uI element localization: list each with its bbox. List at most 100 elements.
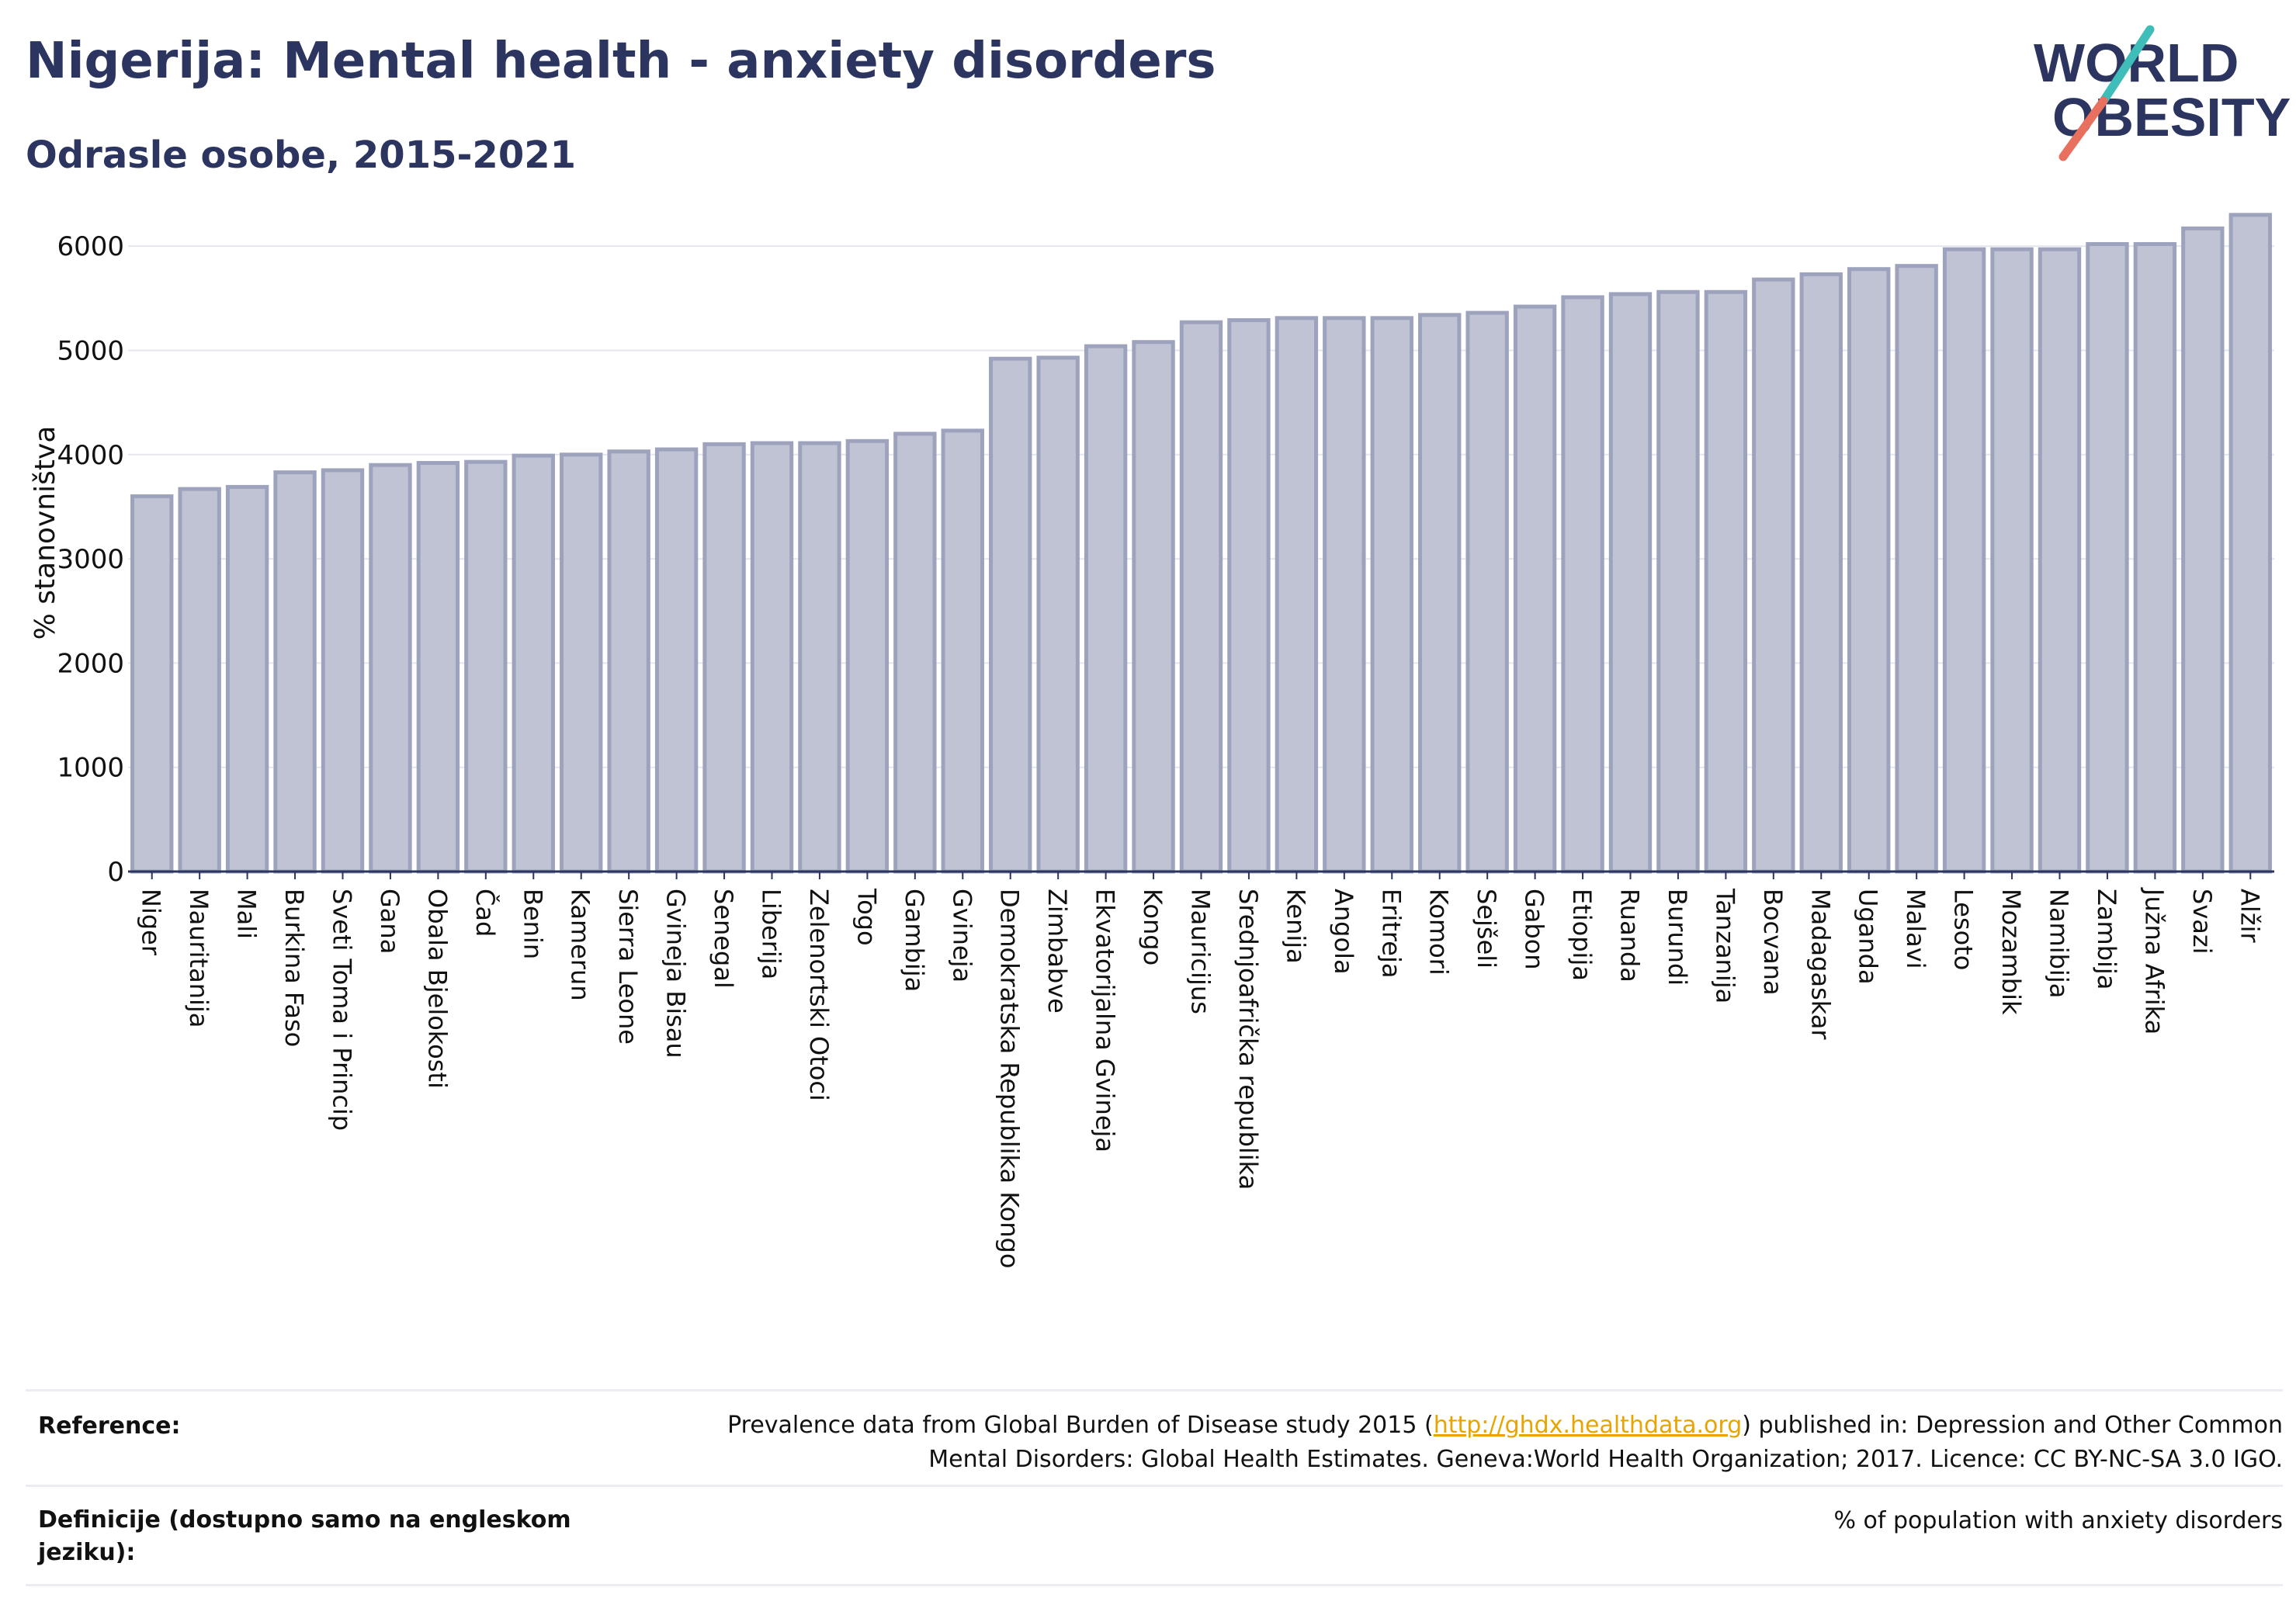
reference-text-after: ) published in: Depression and Other Com… (1742, 1412, 2283, 1439)
bar[interactable] (1513, 304, 1557, 874)
x-tick-label: Burkina Faso (279, 889, 309, 1047)
bar[interactable] (989, 356, 1032, 874)
x-tick-label: Zelenortski Otoci (804, 889, 834, 1101)
bar[interactable] (1608, 292, 1653, 874)
y-tick-label: 4000 (57, 440, 124, 471)
bar[interactable] (1370, 316, 1413, 874)
x-tick-label: Mali (232, 889, 262, 939)
x-tick-label: Srednjoafrička republika (1233, 889, 1263, 1190)
y-tick-label: 1000 (57, 753, 124, 784)
bar[interactable] (321, 468, 365, 874)
definition-row: Definicije (dostupno samo na engleskom j… (26, 1485, 2283, 1586)
bar[interactable] (2133, 241, 2177, 874)
bar[interactable] (1132, 340, 1175, 874)
x-tick-label: Mauritanija (184, 889, 213, 1028)
y-tick-label: 2000 (57, 648, 124, 679)
x-tick-label: Togo (851, 888, 881, 946)
bar[interactable] (1179, 320, 1223, 874)
bar[interactable] (654, 447, 699, 874)
x-tick-label: Južna Afrika (2139, 887, 2169, 1035)
bar[interactable] (1704, 289, 1748, 874)
bar[interactable] (1942, 247, 1986, 874)
y-tick-label: 0 (107, 857, 124, 888)
reference-text-before: Prevalence data from Global Burden of Di… (727, 1412, 1434, 1439)
x-tick-label: Uganda (1854, 889, 1883, 985)
y-tick-label: 6000 (57, 231, 124, 262)
bar[interactable] (1847, 267, 1891, 874)
x-tick-label: Zimbabve (1042, 889, 1072, 1014)
bar[interactable] (607, 449, 650, 874)
bar[interactable] (1084, 344, 1128, 874)
x-tick-label: Gvineja (947, 889, 976, 983)
x-tick-label: Eritreja (1376, 889, 1406, 978)
reference-label: Reference: (38, 1412, 181, 1440)
x-tick-label: Burundi (1663, 889, 1692, 986)
x-tick-label: Benin (518, 889, 547, 959)
logo-slash-bottom (2058, 96, 2108, 161)
bar[interactable] (1227, 318, 1271, 874)
bar[interactable] (512, 453, 555, 874)
definition-label-line1: Definicije (dostupno samo na engleskom (38, 1506, 571, 1534)
x-tick-label: Gambija (900, 889, 929, 992)
x-tick-label: Sierra Leone (613, 889, 643, 1045)
bar[interactable] (2038, 247, 2082, 874)
bar[interactable] (369, 463, 412, 874)
bar[interactable] (1036, 355, 1080, 874)
bar[interactable] (1323, 316, 1366, 874)
bar[interactable] (464, 459, 508, 874)
reference-link[interactable]: http://ghdx.healthdata.org (1433, 1412, 1743, 1439)
x-tick-label: Sveti Toma i Princip (328, 889, 357, 1131)
bar[interactable] (225, 484, 269, 874)
bar[interactable] (130, 494, 174, 874)
x-tick-label: Gvineja Bisau (661, 889, 691, 1059)
x-tick-label: Malavi (1901, 889, 1930, 969)
bar[interactable] (845, 438, 890, 874)
x-tick-label: Demokratska Republika Kongo (995, 889, 1025, 1268)
x-tick-label: Mozambik (1996, 889, 2026, 1015)
definition-label-line2: jeziku): (38, 1539, 136, 1566)
x-tick-label: Gabon (1520, 889, 1549, 970)
x-tick-label: Čad (470, 889, 501, 937)
x-tick-label: Angola (1329, 889, 1358, 975)
bar[interactable] (178, 487, 221, 874)
bar[interactable] (1561, 295, 1604, 874)
chart-subtitle: Odrasle osobe, 2015-2021 (26, 133, 577, 177)
x-tick-label: Kongo (1138, 889, 1167, 965)
bar[interactable] (1275, 316, 1319, 874)
chart-title: Nigerija: Mental health - anxiety disord… (26, 33, 1216, 90)
bar[interactable] (798, 441, 841, 874)
bar[interactable] (416, 461, 460, 874)
x-tick-label: Namibija (2045, 889, 2074, 998)
x-tick-label: Mauricijus (1186, 889, 1216, 1014)
bar[interactable] (1752, 277, 1795, 874)
bar[interactable] (702, 442, 746, 874)
logo-line1: WORLD (2034, 33, 2239, 93)
bar[interactable] (1418, 313, 1462, 874)
bar[interactable] (2181, 226, 2225, 874)
x-tick-label: Liberija (757, 889, 786, 979)
bar-chart: 0 1000 2000 3000 4000 5000 6000 Niger Mauritani… (29, 213, 2274, 1268)
x-tick-label: Gana (375, 889, 404, 954)
bar[interactable] (2228, 213, 2272, 874)
bar[interactable] (941, 428, 984, 874)
bar[interactable] (1895, 264, 1938, 874)
bar[interactable] (2086, 241, 2129, 874)
reference-line2: Mental Disorders: Global Health Estimate… (928, 1446, 2283, 1473)
bar[interactable] (1656, 289, 1700, 874)
definition-label: Definicije (dostupno samo na engleskom j… (38, 1504, 571, 1569)
bar[interactable] (273, 470, 317, 874)
bar[interactable] (893, 431, 937, 874)
y-tick-label: 5000 (57, 335, 124, 366)
bar[interactable] (560, 452, 603, 874)
bar[interactable] (1799, 272, 1843, 874)
bar[interactable] (1990, 247, 2034, 874)
definition-value: % of population with anxiety disorders (1833, 1507, 2283, 1534)
reference-row: Reference: Prevalence data from Global B… (26, 1389, 2283, 1485)
world-obesity-logo: WORLD OBESITY (2034, 25, 2291, 161)
x-tick-label: Kenija (1281, 889, 1310, 964)
bar[interactable] (750, 441, 794, 874)
reference-text: Prevalence data from Global Burden of Di… (727, 1409, 2283, 1477)
x-tick-label: Komori (1424, 889, 1454, 976)
bar[interactable] (1465, 310, 1509, 874)
logo-slash-top (2099, 25, 2155, 106)
